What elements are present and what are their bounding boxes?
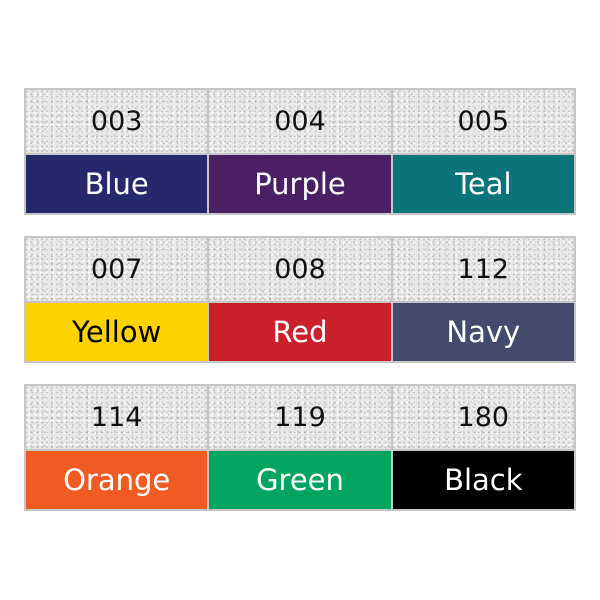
swatch-code: 112 bbox=[392, 238, 574, 303]
swatch-name: Green bbox=[209, 451, 391, 509]
swatch-orange: 114 Orange bbox=[26, 386, 208, 509]
swatch-purple: 004 Purple bbox=[209, 90, 391, 213]
swatch-code: 008 bbox=[209, 238, 391, 303]
swatch-blue: 003 Blue bbox=[26, 90, 208, 213]
swatch-row: 007 Yellow 008 Red 112 Navy bbox=[24, 236, 576, 363]
swatch-name: Navy bbox=[392, 303, 574, 361]
swatch-code: 119 bbox=[209, 386, 391, 451]
swatch-black: 180 Black bbox=[392, 386, 574, 509]
swatch-code: 004 bbox=[209, 90, 391, 155]
swatch-name: Blue bbox=[26, 155, 208, 213]
color-swatch-chart: 003 Blue 004 Purple 005 Teal 007 Yellow 008 R… bbox=[24, 88, 576, 532]
swatch-green: 119 Green bbox=[209, 386, 391, 509]
swatch-red: 008 Red bbox=[209, 238, 391, 361]
swatch-name: Purple bbox=[209, 155, 391, 213]
swatch-code: 114 bbox=[26, 386, 208, 451]
swatch-name: Teal bbox=[392, 155, 574, 213]
swatch-teal: 005 Teal bbox=[392, 90, 574, 213]
swatch-yellow: 007 Yellow bbox=[26, 238, 208, 361]
swatch-name: Black bbox=[392, 451, 574, 509]
swatch-navy: 112 Navy bbox=[392, 238, 574, 361]
swatch-code: 007 bbox=[26, 238, 208, 303]
swatch-name: Yellow bbox=[26, 303, 208, 361]
swatch-code: 005 bbox=[392, 90, 574, 155]
swatch-row: 003 Blue 004 Purple 005 Teal bbox=[24, 88, 576, 215]
swatch-name: Orange bbox=[26, 451, 208, 509]
swatch-row: 114 Orange 119 Green 180 Black bbox=[24, 384, 576, 511]
swatch-code: 003 bbox=[26, 90, 208, 155]
swatch-code: 180 bbox=[392, 386, 574, 451]
swatch-name: Red bbox=[209, 303, 391, 361]
